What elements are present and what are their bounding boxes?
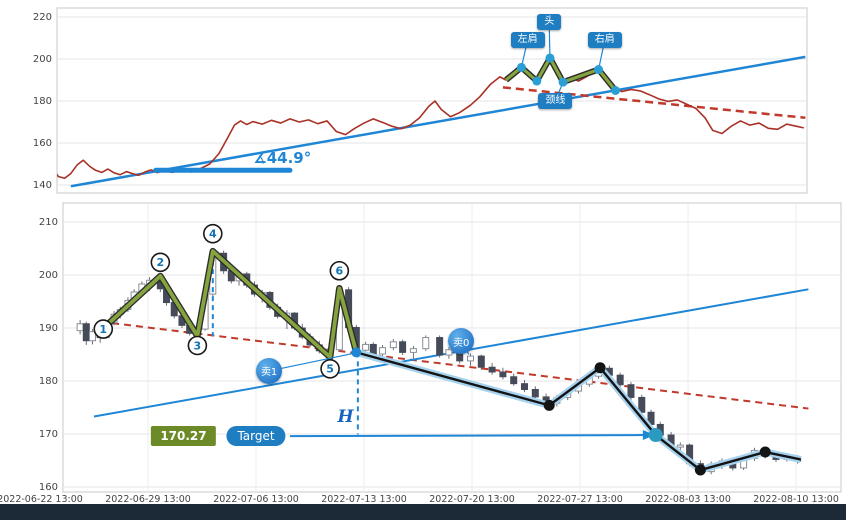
svg-text:4: 4 — [209, 227, 217, 240]
svg-text:200: 200 — [33, 54, 52, 65]
svg-text:1: 1 — [99, 323, 107, 336]
svg-text:190: 190 — [39, 323, 58, 334]
pattern-dot — [532, 76, 542, 86]
svg-text:210: 210 — [39, 217, 58, 228]
wave-line — [98, 249, 359, 360]
svg-text:200: 200 — [39, 270, 58, 281]
pattern-dot — [545, 53, 555, 63]
pivot-dot — [594, 362, 606, 374]
svg-text:220: 220 — [33, 12, 52, 23]
top-grid — [57, 16, 807, 186]
pattern-dot — [594, 65, 604, 74]
svg-text:6: 6 — [336, 265, 344, 278]
pivot-dot — [543, 399, 555, 411]
svg-text:160: 160 — [39, 482, 58, 493]
svg-text:2022-08-10 13:00: 2022-08-10 13:00 — [753, 494, 839, 504]
svg-text:2022-07-13 13:00: 2022-07-13 13:00 — [321, 494, 407, 504]
top-plot — [57, 22, 806, 188]
price-charts-canvas[interactable]: 140 160 180 200 220 160 170 180 190 200 210 2022-06… — [0, 0, 846, 505]
pattern-dot — [516, 62, 526, 72]
svg-text:140: 140 — [33, 180, 52, 191]
wave-number-markers — [93, 223, 350, 379]
pivot-dot — [351, 347, 362, 358]
top-uptrend-line — [70, 55, 806, 188]
bottom-bar — [0, 504, 846, 520]
pattern-dot — [558, 77, 568, 87]
svg-text:2: 2 — [157, 256, 165, 269]
bottom-panel — [62, 202, 842, 493]
svg-text:2022-07-20 13:00: 2022-07-20 13:00 — [429, 494, 515, 504]
svg-text:2022-06-29 13:00: 2022-06-29 13:00 — [105, 494, 191, 504]
price-line — [57, 57, 804, 180]
svg-text:180: 180 — [39, 376, 58, 387]
top-downtrend-dashed — [502, 86, 806, 120]
svg-text:2022-07-27 13:00: 2022-07-27 13:00 — [537, 494, 623, 504]
svg-text:2022-07-06 13:00: 2022-07-06 13:00 — [213, 494, 299, 504]
pivot-dot — [648, 428, 663, 443]
pattern-dot — [611, 86, 621, 95]
svg-text:5: 5 — [326, 363, 334, 376]
svg-text:160: 160 — [33, 138, 52, 149]
svg-text:180: 180 — [33, 96, 52, 107]
svg-text:170: 170 — [39, 429, 58, 440]
target-arrow — [289, 434, 645, 438]
pivot-dot — [694, 464, 706, 476]
svg-text:2022-06-22 13:00: 2022-06-22 13:00 — [0, 494, 83, 504]
bottom-downtrend-dashed — [100, 320, 809, 410]
svg-text:3: 3 — [194, 339, 202, 352]
svg-text:2022-08-03 13:00: 2022-08-03 13:00 — [645, 494, 731, 504]
bottom-plot — [76, 223, 809, 476]
pivot-dot — [759, 446, 771, 458]
